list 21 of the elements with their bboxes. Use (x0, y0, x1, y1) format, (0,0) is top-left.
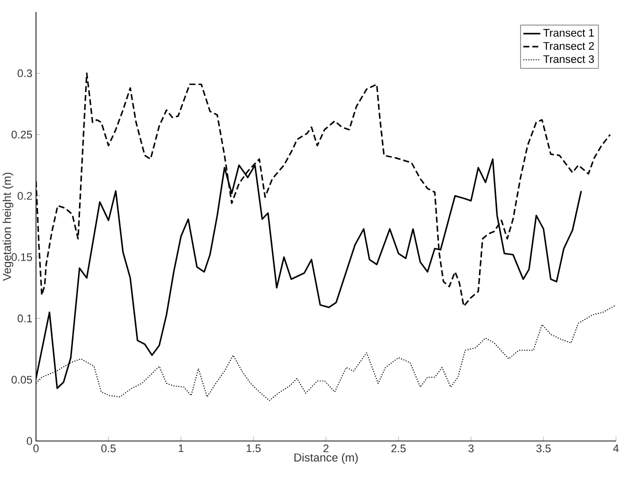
x-tick-label: 1 (178, 444, 184, 452)
x-tick-label: 0.5 (101, 444, 116, 452)
y-tick-label: 0 (26, 437, 32, 445)
legend-label: Transect 2 (543, 42, 594, 50)
x-axis-title: Distance (m) (294, 453, 358, 464)
y-tick-label: 0.05 (12, 376, 32, 384)
x-tick-label: 3 (468, 444, 474, 452)
y-tick-label: 0.1 (18, 314, 32, 322)
x-tick-label: 3.5 (536, 444, 551, 452)
legend-label: Transect 1 (543, 29, 594, 37)
y-tick-label: 0.25 (12, 130, 32, 138)
x-tick-label: 0 (33, 444, 39, 452)
y-tick-label: 0.2 (18, 192, 32, 200)
y-axis-title: Vegetation height (m) (2, 172, 14, 281)
legend-label: Transect 3 (543, 55, 594, 63)
x-tick-label: 1.5 (246, 444, 261, 452)
y-tick-label: 0.15 (12, 253, 32, 262)
x-tick-label: 2.5 (391, 444, 406, 452)
x-tick-label: 4 (613, 444, 619, 452)
x-tick-label: 2 (324, 444, 328, 452)
y-tick-label: 0.3 (18, 69, 32, 78)
